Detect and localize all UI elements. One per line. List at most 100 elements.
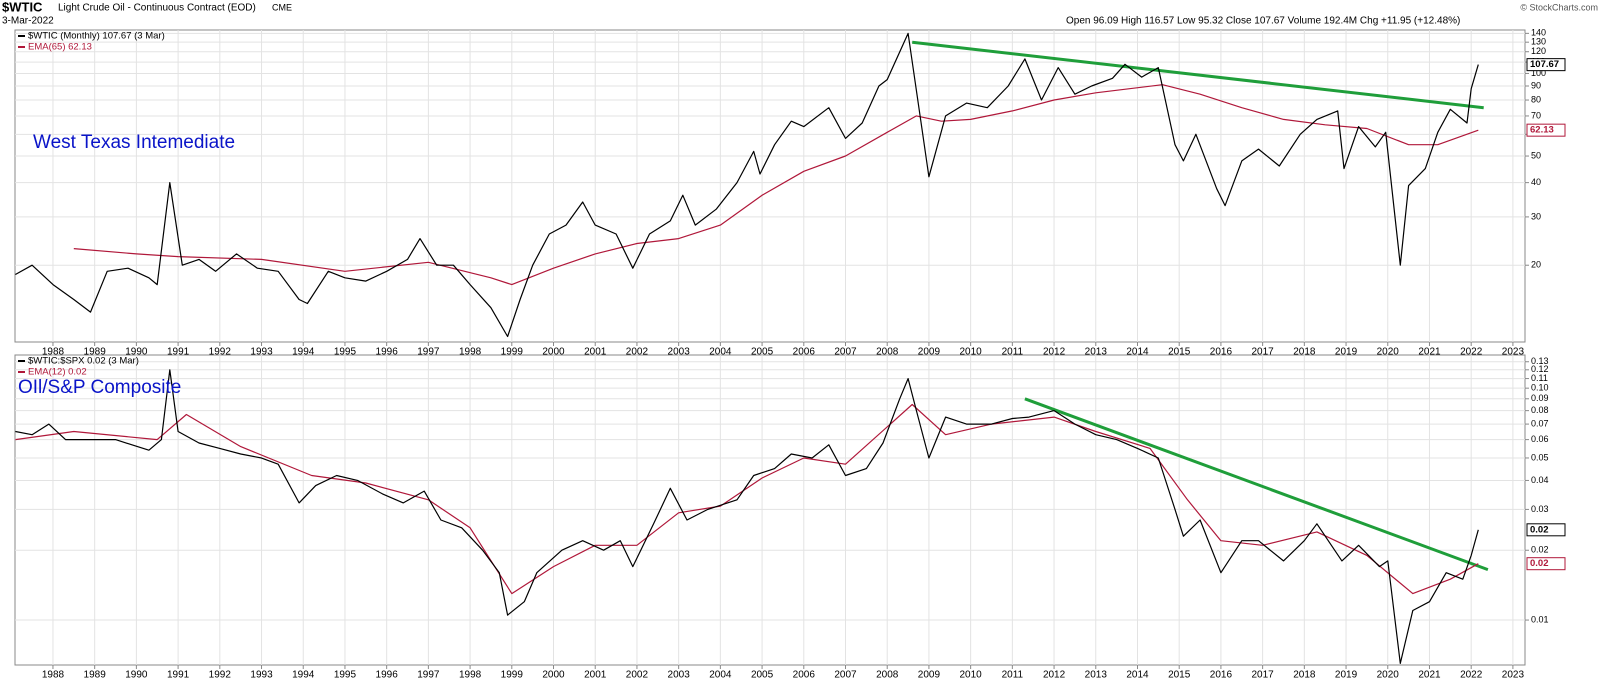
x-tick-label: 2007 bbox=[834, 347, 857, 358]
legend-label: $WTIC:$SPX 0.02 (3 Mar) bbox=[28, 356, 139, 367]
y-tick-label: 30 bbox=[1531, 211, 1541, 221]
y-tick-label: 0.07 bbox=[1531, 418, 1549, 428]
x-tick-label: 2016 bbox=[1210, 670, 1233, 681]
series-line bbox=[15, 369, 1479, 664]
x-tick-label: 2018 bbox=[1293, 347, 1316, 358]
x-tick-label: 2005 bbox=[751, 347, 774, 358]
x-tick-label: 2022 bbox=[1460, 670, 1483, 681]
x-tick-label: 2003 bbox=[668, 670, 691, 681]
x-tick-label: 1997 bbox=[417, 347, 440, 358]
legend-label: EMA(65) 62.13 bbox=[28, 42, 92, 53]
last-value-label: 0.02 bbox=[1530, 524, 1549, 535]
x-tick-label: 2021 bbox=[1418, 670, 1441, 681]
last-value-box bbox=[1526, 523, 1566, 537]
x-tick-label: 2002 bbox=[626, 670, 649, 681]
x-tick-label: 1995 bbox=[334, 347, 357, 358]
x-tick-label: 2010 bbox=[960, 347, 983, 358]
x-tick-label: 1989 bbox=[84, 347, 107, 358]
x-tick-label: 1994 bbox=[292, 347, 315, 358]
x-tick-label: 2006 bbox=[793, 670, 816, 681]
y-tick-label: 0.02 bbox=[1531, 545, 1549, 555]
x-tick-label: 2007 bbox=[834, 670, 857, 681]
y-tick-label: 0.09 bbox=[1531, 393, 1549, 403]
x-tick-label: 2000 bbox=[542, 670, 565, 681]
y-tick-label: 80 bbox=[1531, 94, 1541, 104]
date: 3-Mar-2022 bbox=[2, 16, 54, 27]
x-tick-label: 2005 bbox=[751, 670, 774, 681]
x-tick-label: 2003 bbox=[668, 347, 691, 358]
annotation: West Texas Intemediate bbox=[33, 132, 235, 153]
y-tick-label: 130 bbox=[1531, 37, 1546, 47]
x-tick-label: 2021 bbox=[1418, 347, 1441, 358]
y-tick-label: 40 bbox=[1531, 177, 1541, 187]
last-value-label: 62.13 bbox=[1530, 125, 1554, 136]
x-tick-label: 2017 bbox=[1252, 347, 1275, 358]
y-tick-label: 140 bbox=[1531, 28, 1546, 38]
x-tick-label: 1999 bbox=[501, 347, 524, 358]
x-tick-label: 2020 bbox=[1377, 347, 1400, 358]
plot-frame bbox=[14, 29, 1526, 343]
x-tick-label: 1988 bbox=[42, 347, 65, 358]
y-tick-label: 90 bbox=[1531, 80, 1541, 90]
x-tick-label: 2018 bbox=[1293, 670, 1316, 681]
x-tick-label: 2014 bbox=[1126, 670, 1149, 681]
x-tick-label: 1988 bbox=[42, 670, 65, 681]
trendline bbox=[912, 40, 1484, 110]
x-tick-label: 2008 bbox=[876, 347, 899, 358]
x-tick-label: 2011 bbox=[1002, 670, 1024, 681]
x-tick-label: 1993 bbox=[250, 347, 273, 358]
series-line bbox=[15, 32, 1479, 338]
x-tick-label: 1991 bbox=[167, 670, 190, 681]
x-tick-label: 1990 bbox=[125, 670, 148, 681]
y-tick-label: 20 bbox=[1531, 260, 1541, 270]
last-value-label: 107.67 bbox=[1530, 59, 1559, 70]
y-tick-label: 0.04 bbox=[1531, 475, 1549, 485]
legend-label: EMA(12) 0.02 bbox=[28, 367, 87, 378]
last-value-box bbox=[1526, 123, 1566, 137]
x-tick-label: 1991 bbox=[167, 347, 190, 358]
x-tick-label: 2023 bbox=[1502, 347, 1525, 358]
x-tick-label: 1996 bbox=[376, 347, 399, 358]
x-tick-label: 2022 bbox=[1460, 347, 1483, 358]
x-tick-label: 2009 bbox=[918, 347, 941, 358]
last-value-box bbox=[1526, 58, 1566, 72]
copyright: © StockCharts.com bbox=[1520, 2, 1598, 12]
x-tick-label: 2015 bbox=[1168, 347, 1191, 358]
y-tick-label: 0.12 bbox=[1531, 364, 1549, 374]
y-tick-label: 100 bbox=[1531, 68, 1546, 78]
x-tick-label: 2012 bbox=[1043, 670, 1066, 681]
x-tick-label: 1992 bbox=[209, 347, 232, 358]
x-tick-label: 1998 bbox=[459, 347, 482, 358]
x-tick-label: 1996 bbox=[376, 670, 399, 681]
x-tick-label: 1989 bbox=[84, 670, 107, 681]
x-tick-label: 2004 bbox=[709, 347, 732, 358]
x-tick-label: 2023 bbox=[1502, 670, 1525, 681]
y-tick-label: 120 bbox=[1531, 46, 1546, 56]
x-tick-label: 1990 bbox=[125, 347, 148, 358]
x-tick-label: 2000 bbox=[542, 347, 565, 358]
y-tick-label: 50 bbox=[1531, 150, 1541, 160]
annotation: OIl/S&P Composite bbox=[18, 377, 181, 398]
x-tick-label: 2011 bbox=[1002, 347, 1024, 358]
x-tick-label: 1992 bbox=[209, 670, 232, 681]
series-line bbox=[15, 403, 1479, 595]
x-tick-label: 2010 bbox=[960, 670, 983, 681]
x-tick-label: 2001 bbox=[584, 347, 607, 358]
y-tick-label: 0.06 bbox=[1531, 434, 1549, 444]
x-tick-label: 2009 bbox=[918, 670, 941, 681]
last-value-box bbox=[1526, 557, 1566, 571]
y-tick-label: 0.13 bbox=[1531, 356, 1549, 366]
x-tick-label: 2001 bbox=[584, 670, 607, 681]
y-tick-label: 0.08 bbox=[1531, 405, 1549, 415]
y-tick-label: 0.10 bbox=[1531, 383, 1549, 393]
y-tick-label: 0.03 bbox=[1531, 504, 1549, 514]
x-tick-label: 2012 bbox=[1043, 347, 1066, 358]
symbol: $WTIC bbox=[2, 0, 43, 14]
quote: Open 96.09 High 116.57 Low 95.32 Close 1… bbox=[1066, 16, 1460, 27]
plot-frame bbox=[14, 354, 1526, 666]
x-tick-label: 1999 bbox=[501, 670, 524, 681]
trendline bbox=[1024, 397, 1489, 572]
exchange: CME bbox=[272, 2, 292, 12]
